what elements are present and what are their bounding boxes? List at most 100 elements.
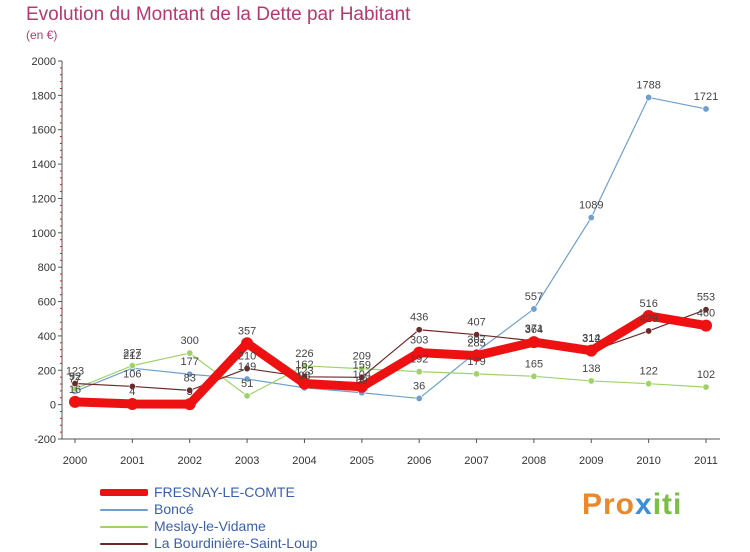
data-point-bourdiniere	[473, 331, 481, 339]
data-label-fresnay: 285	[467, 338, 485, 350]
data-point-bonce	[415, 394, 423, 402]
legend-label-fresnay: FRESNAY-LE-COMTE	[154, 484, 295, 500]
data-label-meslay: 227	[123, 348, 141, 360]
data-point-fresnay	[298, 377, 311, 390]
data-label-bourdiniere: 83	[184, 372, 196, 384]
data-point-fresnay	[126, 397, 139, 410]
data-label-bourdiniere: 407	[467, 317, 485, 329]
data-label-meslay: 209	[353, 351, 371, 363]
data-label-meslay: 300	[181, 335, 199, 347]
y-tick-label: 1000	[32, 228, 56, 240]
series-line-bourdiniere	[74, 309, 707, 391]
data-label-fresnay: 3	[187, 386, 193, 398]
x-tick-label: 2002	[177, 455, 201, 467]
y-tick-label: 800	[38, 262, 56, 274]
data-point-meslay	[243, 392, 251, 400]
data-label-bonce: 149	[238, 361, 256, 373]
data-point-bourdiniere	[243, 365, 251, 373]
y-tick-label: 1600	[32, 125, 56, 137]
data-label-fresnay: 314	[582, 333, 600, 345]
data-label-bonce: 212	[123, 350, 141, 362]
data-label-bonce: 1788	[636, 79, 660, 91]
data-label-fresnay: 460	[697, 308, 715, 320]
y-tick-label: -200	[34, 434, 56, 446]
data-point-fresnay	[527, 336, 540, 349]
data-label-bonce: 69	[356, 375, 368, 387]
data-point-meslay	[358, 365, 366, 373]
data-label-bourdiniere: 429	[639, 313, 657, 325]
data-point-bourdiniere	[415, 326, 423, 334]
data-point-meslay	[186, 349, 194, 357]
x-tick-label: 2010	[636, 455, 660, 467]
x-tick-label: 2004	[292, 455, 316, 467]
data-label-meslay: 92	[69, 371, 81, 383]
y-tick-label: 600	[38, 297, 56, 309]
proxiti-logo: Proxiti	[582, 488, 683, 521]
legend-label-bonce: Boncé	[154, 501, 194, 517]
data-label-fresnay: 357	[238, 325, 256, 337]
series-line-fresnay	[70, 311, 711, 409]
data-point-fresnay	[585, 344, 598, 357]
data-label-bonce: 36	[413, 380, 425, 392]
data-point-meslay	[530, 372, 538, 380]
data-label-meslay: 122	[639, 366, 657, 378]
data-label-meslay: 138	[582, 363, 600, 375]
data-label-bourdiniere: 106	[123, 368, 141, 380]
data-label-meslay: 51	[241, 378, 253, 390]
data-point-bonce	[645, 93, 653, 101]
data-point-bonce	[530, 305, 538, 313]
data-label-bourdiniere: 162	[295, 359, 313, 371]
data-label-bourdiniere: 312	[582, 333, 600, 345]
data-point-bourdiniere	[358, 373, 366, 381]
data-label-meslay: 226	[295, 348, 313, 360]
x-tick-label: 2011	[694, 455, 718, 467]
legend-swatch-fresnay	[100, 489, 148, 496]
chart-subtitle: (en €)	[26, 28, 58, 42]
legend-swatch-bourdiniere	[100, 543, 148, 545]
data-point-fresnay	[69, 395, 81, 408]
data-label-fresnay: 516	[639, 298, 657, 310]
data-point-bourdiniere	[702, 306, 710, 314]
data-point-bourdiniere	[128, 382, 136, 390]
x-tick-label: 2001	[120, 455, 144, 467]
data-label-meslay: 102	[697, 369, 715, 381]
y-tick-label: 1400	[32, 159, 56, 171]
data-point-meslay	[128, 362, 136, 370]
data-point-fresnay	[470, 349, 483, 362]
data-label-bonce: 77	[69, 373, 81, 385]
y-tick-label: 400	[38, 331, 56, 343]
data-label-meslay: 179	[467, 356, 485, 368]
y-tick-label: 0	[50, 400, 56, 412]
data-label-bonce: 98	[298, 370, 310, 382]
data-point-fresnay	[413, 346, 426, 359]
data-point-meslay	[473, 370, 481, 378]
data-label-fresnay: 16	[69, 384, 81, 396]
data-point-bonce	[587, 214, 595, 222]
data-label-bonce: 307	[467, 334, 485, 346]
legend-label-bourdiniere: La Bourdinière-Saint-Loup	[154, 535, 318, 551]
y-tick-label: 1200	[32, 193, 56, 205]
x-tick-label: 2005	[350, 455, 374, 467]
data-point-meslay	[587, 377, 595, 385]
data-label-bonce: 177	[181, 356, 199, 368]
legend-swatch-meslay	[100, 526, 148, 528]
data-point-fresnay	[241, 337, 254, 350]
data-label-meslay: 192	[410, 354, 428, 366]
data-point-bonce	[702, 105, 710, 113]
data-point-fresnay	[642, 309, 655, 322]
legend-swatch-bonce	[100, 509, 148, 511]
data-label-bourdiniere: 123	[66, 366, 84, 378]
data-label-fresnay: 104	[353, 369, 371, 381]
chart-title: Evolution du Montant de la Dette par Hab…	[26, 4, 411, 25]
data-point-bonce	[243, 375, 251, 383]
data-point-meslay	[300, 362, 308, 370]
x-tick-label: 2003	[235, 455, 259, 467]
data-label-bonce: 1089	[579, 200, 603, 212]
x-tick-label: 2006	[407, 455, 431, 467]
data-label-fresnay: 4	[129, 386, 135, 398]
data-point-bourdiniere	[71, 380, 79, 388]
data-point-fresnay	[183, 398, 196, 411]
data-point-meslay	[702, 383, 710, 391]
